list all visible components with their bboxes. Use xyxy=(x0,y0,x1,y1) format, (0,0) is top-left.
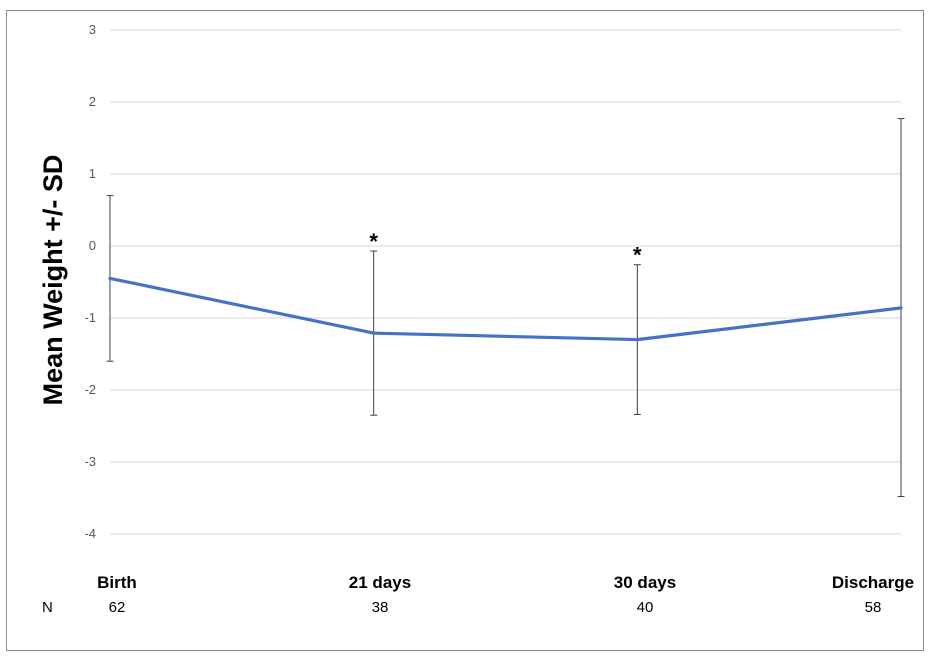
data-point xyxy=(108,276,112,280)
y-tick-label: -4 xyxy=(84,526,96,541)
significance-markers: ** xyxy=(369,229,642,268)
error-bars xyxy=(106,118,905,498)
category-label: Discharge xyxy=(832,573,914,592)
y-axis-label: Mean Weight +/- SD xyxy=(38,155,68,406)
y-tick-label: 3 xyxy=(89,22,96,37)
data-point xyxy=(899,306,903,310)
data-points xyxy=(108,276,903,342)
n-label: N xyxy=(42,599,53,616)
x-axis-categories: Birth 21 days 30 days Discharge xyxy=(97,573,914,592)
n-value: 58 xyxy=(865,599,882,616)
n-value: 38 xyxy=(372,599,389,616)
y-tick-label: -2 xyxy=(84,382,96,397)
category-label: 21 days xyxy=(349,573,411,592)
n-value: 62 xyxy=(109,599,126,616)
y-tick-label: -3 xyxy=(84,454,96,469)
n-row: N 62 38 40 58 xyxy=(42,599,881,616)
chart-frame xyxy=(6,10,924,651)
y-tick-label: 0 xyxy=(89,238,96,253)
gridlines xyxy=(110,29,901,535)
significance-star: * xyxy=(633,243,642,268)
y-axis-ticks: 3 2 1 0 -1 -2 -3 -4 xyxy=(84,22,96,541)
y-tick-label: -1 xyxy=(84,310,96,325)
category-label: Birth xyxy=(97,573,137,592)
data-point xyxy=(372,331,376,335)
mean-weight-line xyxy=(109,276,902,342)
significance-star: * xyxy=(369,229,378,254)
category-label: 30 days xyxy=(614,573,676,592)
y-tick-label: 1 xyxy=(89,166,96,181)
data-point xyxy=(635,338,639,342)
y-tick-label: 2 xyxy=(89,94,96,109)
n-value: 40 xyxy=(637,599,654,616)
